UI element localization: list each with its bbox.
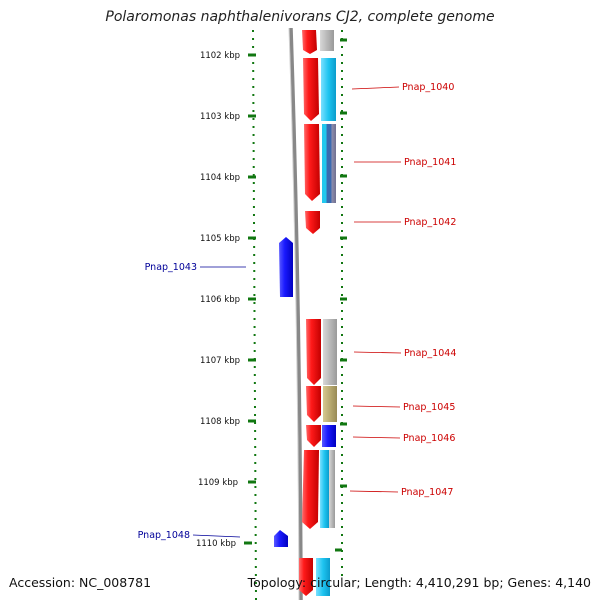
cog-box-grey: [329, 450, 335, 528]
label-connector: [192, 534, 241, 538]
genome-backbone: [289, 27, 303, 600]
gene-label[interactable]: Pnap_1045: [403, 402, 455, 413]
cog-box-cyan: [320, 450, 329, 528]
gene-arrow-forward: [302, 450, 319, 529]
gene-arrow-reverse: [279, 237, 293, 297]
cog-box-cyan: [321, 58, 336, 121]
gene-label[interactable]: Pnap_1047: [401, 487, 453, 498]
gene-label[interactable]: Pnap_1040: [402, 82, 454, 93]
ruler-tick-label: 1104 kbp: [200, 173, 240, 183]
ruler: 1102 kbp 1103 kbp 1104 kbp 1105 kbp 1106…: [196, 29, 347, 600]
gene-label[interactable]: Pnap_1043: [145, 262, 197, 273]
ruler-tick-label: 1108 kbp: [200, 417, 240, 427]
gene-arrow-forward: [299, 558, 313, 596]
label-connector: [353, 351, 402, 354]
cog-box-mixed: [322, 124, 336, 203]
cog-box-olive: [323, 386, 337, 422]
gene-arrow-reverse: [274, 530, 288, 547]
ruler-tick-label: 1107 kbp: [200, 356, 240, 366]
gene-label[interactable]: Pnap_1042: [404, 217, 456, 228]
gene-labels: Pnap_1040 Pnap_1041 Pnap_1042 Pnap_1043 …: [138, 82, 457, 541]
label-connector: [349, 490, 399, 493]
genome-backbone-highlight: [288, 27, 300, 600]
ruler-tick-label: 1110 kbp: [196, 539, 236, 549]
gene-label[interactable]: Pnap_1044: [404, 348, 456, 359]
gene-arrow-forward: [305, 211, 320, 234]
label-connector: [351, 86, 400, 90]
cog-boxes: [316, 30, 337, 596]
map-title: Polaromonas naphthalenivorans CJ2, compl…: [105, 9, 495, 25]
gene-arrow-forward: [306, 386, 321, 422]
cog-box-grey: [323, 319, 337, 385]
label-connector: [352, 405, 401, 408]
reverse-genes: [274, 237, 293, 547]
ruler-tick-label: 1103 kbp: [200, 112, 240, 122]
label-connectors: [192, 86, 402, 538]
cog-box-cyan: [316, 558, 330, 596]
ruler-tick-label: 1102 kbp: [200, 51, 240, 61]
gene-label[interactable]: Pnap_1048: [138, 530, 190, 541]
cog-box-grey: [320, 30, 334, 51]
forward-genes: [299, 30, 321, 596]
gene-arrow-forward: [306, 319, 321, 385]
gene-arrow-forward: [306, 425, 321, 447]
ruler-tick-label: 1109 kbp: [198, 478, 238, 488]
accession-text: Accession: NC_008781: [9, 575, 152, 590]
ruler-major-ticks: [244, 38, 347, 552]
ruler-tick-label: 1106 kbp: [200, 295, 240, 305]
gene-label[interactable]: Pnap_1046: [403, 433, 455, 444]
ruler-tick-label: 1105 kbp: [200, 234, 240, 244]
gene-arrow-forward: [303, 58, 319, 121]
gene-arrow-forward: [304, 124, 320, 201]
gene-arrow-forward: [302, 30, 317, 54]
label-connector: [352, 436, 401, 439]
cog-box-blue: [322, 425, 336, 447]
gene-label[interactable]: Pnap_1041: [404, 157, 456, 168]
genome-summary-text: Topology: circular; Length: 4,410,291 bp…: [247, 575, 591, 590]
